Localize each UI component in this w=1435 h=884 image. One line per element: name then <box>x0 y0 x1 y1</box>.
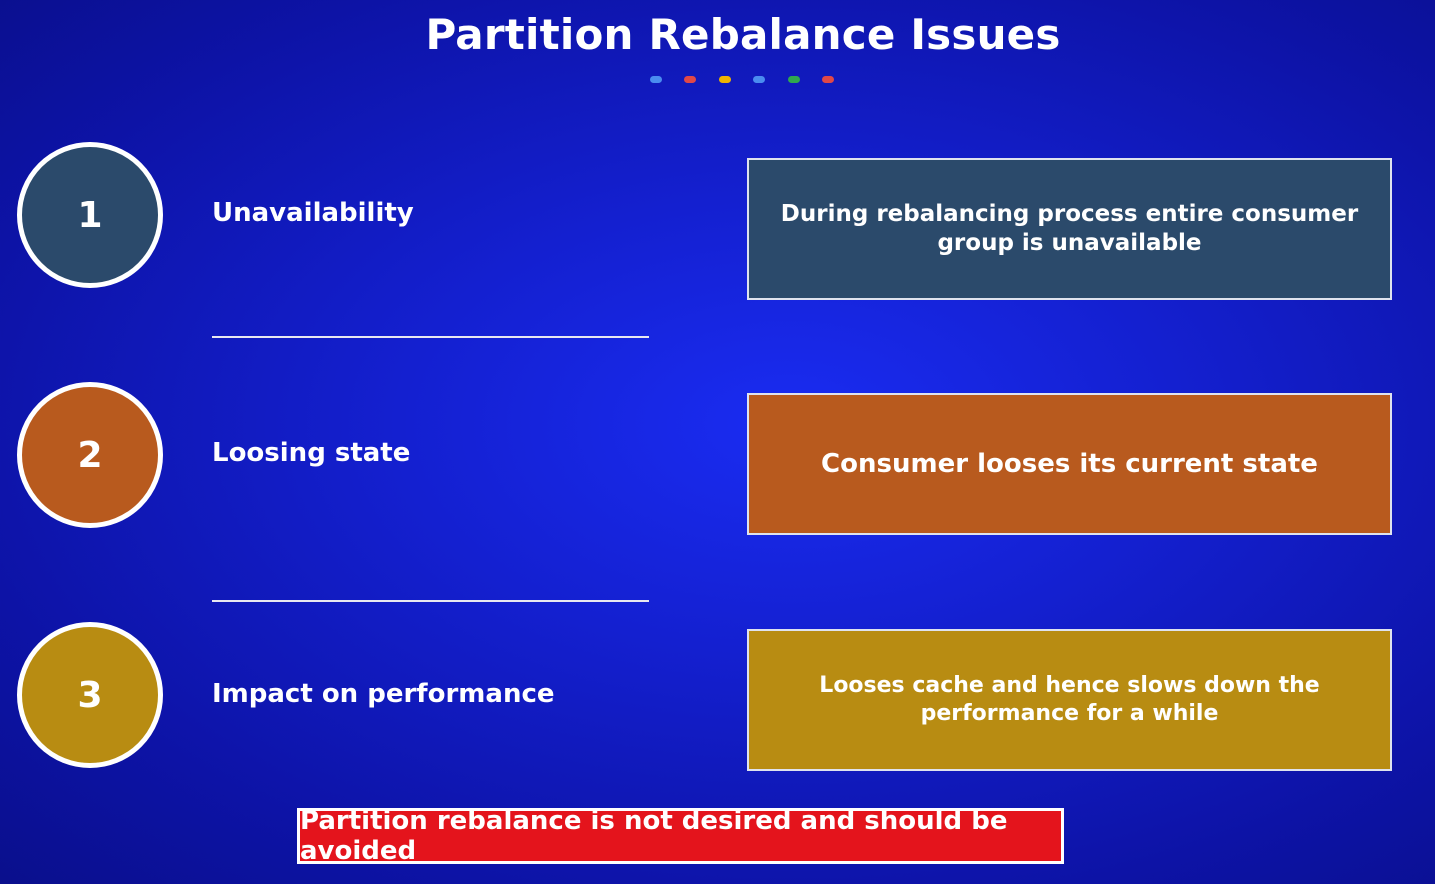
red-dot-icon <box>684 76 696 83</box>
issue-description-box: During rebalancing process entire consum… <box>747 158 1392 300</box>
issue-description-box: Looses cache and hence slows down the pe… <box>747 629 1392 771</box>
issue-label: Unavailability <box>212 198 414 228</box>
divider <box>212 336 649 338</box>
issue-label: Impact on performance <box>212 679 555 709</box>
issue-description-box: Consumer looses its current state <box>747 393 1392 535</box>
red-dot-icon <box>822 76 834 83</box>
issue-label: Loosing state <box>212 438 411 468</box>
blue-dot-icon <box>650 76 662 83</box>
issue-number-badge: 3 <box>17 622 163 768</box>
issue-number-badge: 1 <box>17 142 163 288</box>
title-decoration-dots <box>650 76 840 84</box>
green-dot-icon <box>788 76 800 83</box>
warning-banner: Partition rebalance is not desired and s… <box>297 806 1064 866</box>
slide-title: Partition Rebalance Issues <box>425 10 1061 59</box>
issue-number-badge: 2 <box>17 382 163 528</box>
divider <box>212 600 649 602</box>
yellow-dot-icon <box>719 76 731 83</box>
blue-dot-icon <box>753 76 765 83</box>
